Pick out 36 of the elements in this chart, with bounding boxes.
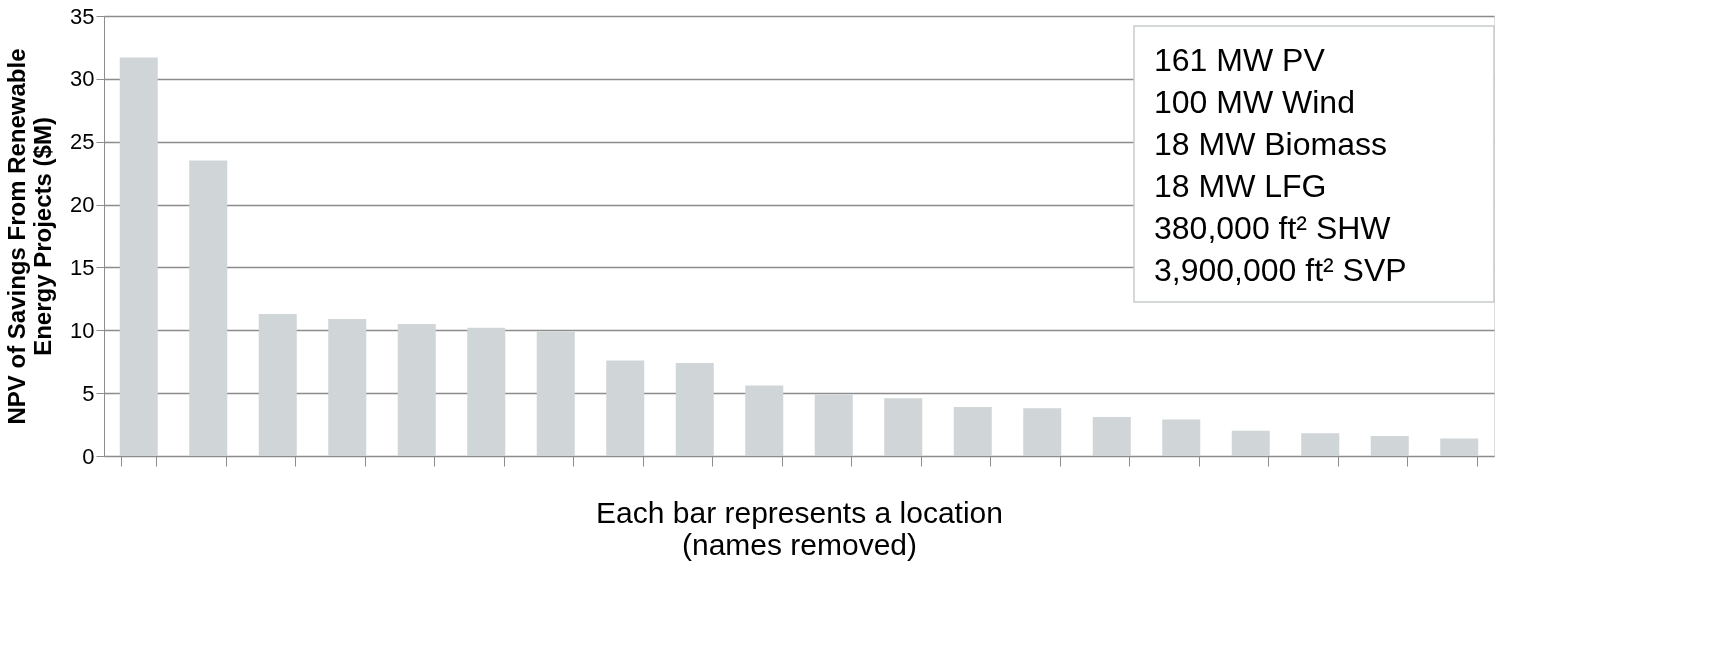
y-tick-label: 25 (70, 129, 95, 155)
bar (1023, 408, 1062, 456)
annotation: 18 MW Biomass (1154, 126, 1387, 162)
y-tick-label: 20 (70, 192, 95, 218)
annotation: 380,000 ft² SHW (1154, 210, 1392, 246)
annotation: 18 MW LFG (1154, 168, 1327, 204)
annotation: 3,900,000 ft² SVP (1154, 252, 1407, 288)
bar (1162, 419, 1201, 456)
bar (397, 324, 436, 456)
bar (1370, 435, 1409, 456)
bar (189, 160, 228, 456)
bar (1440, 438, 1479, 456)
y-tick-label: 10 (70, 317, 95, 343)
bar (258, 313, 297, 456)
bar (606, 360, 645, 456)
bar (814, 394, 853, 456)
bar (119, 57, 158, 456)
bar (745, 385, 784, 456)
annotation: 161 MW PV (1154, 42, 1326, 78)
bar (536, 331, 575, 456)
bar (675, 362, 714, 456)
bar (328, 318, 367, 456)
annotation: 100 MW Wind (1154, 84, 1355, 120)
bar (1231, 430, 1270, 456)
bar (1301, 433, 1340, 456)
y-tick-label: 0 (82, 443, 95, 469)
y-tick-label: 35 (70, 3, 95, 29)
y-tick-label: 30 (70, 66, 95, 92)
x-axis-title: Each bar represents a location (names removed) (596, 495, 1003, 561)
bar (884, 398, 923, 456)
bar (467, 327, 506, 456)
y-axis-title: NPV of Savings From Renewable Energy Projects ($M) (3, 48, 57, 425)
bar (1092, 417, 1131, 456)
bar (953, 406, 992, 456)
y-tick-label: 5 (82, 380, 95, 406)
y-tick-label: 15 (70, 254, 95, 280)
